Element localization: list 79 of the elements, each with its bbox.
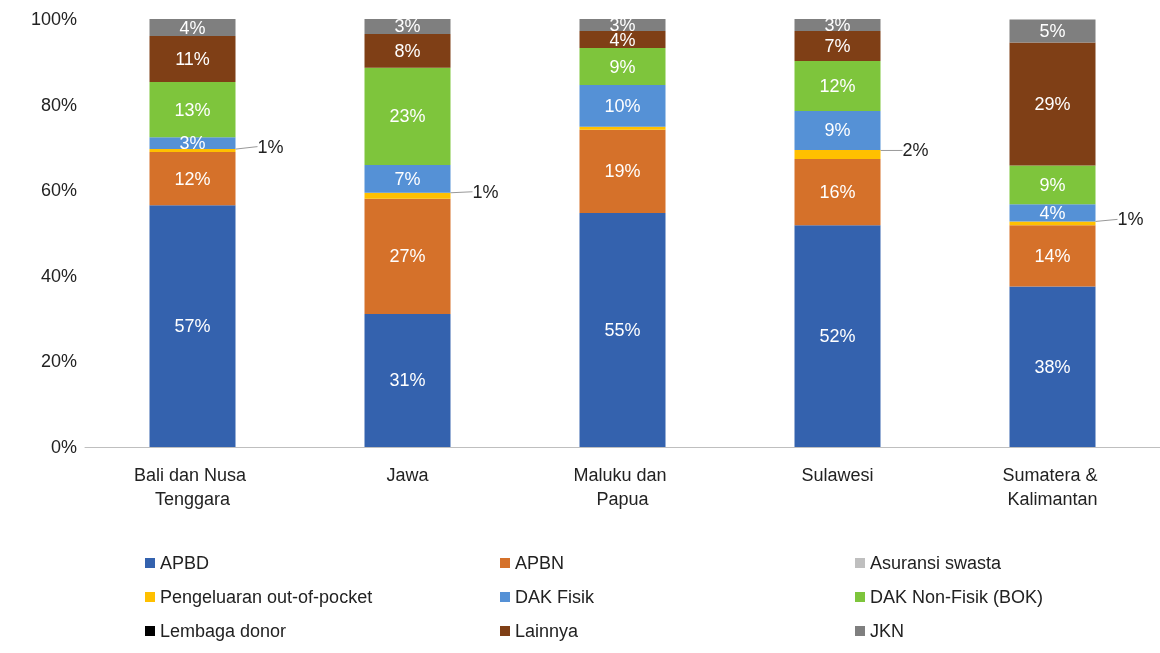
x-tick-label: Jawa: [386, 465, 430, 485]
legend-label: Lainnya: [515, 621, 580, 641]
bar: [579, 48, 666, 85]
y-tick-label: 80%: [40, 94, 77, 115]
bar: [364, 313, 451, 447]
data-label: 3%: [179, 133, 206, 154]
data-label: 29%: [1034, 93, 1071, 114]
data-label: 16%: [819, 182, 856, 203]
data-label: 4%: [1039, 202, 1066, 223]
bar: [579, 126, 666, 130]
data-label: 1%: [257, 136, 284, 157]
bar: [149, 152, 236, 206]
x-tick-label: Sulawesi: [801, 465, 874, 485]
y-tick-label: 40%: [40, 265, 77, 286]
y-tick-label: 0%: [50, 437, 77, 457]
y-tick-label: 100%: [30, 9, 77, 29]
x-tick-label: Sumatera & Kalimantan: [1002, 465, 1103, 509]
data-label: 31%: [389, 370, 426, 391]
data-label: 7%: [394, 168, 421, 189]
data-label: 52%: [819, 326, 856, 347]
bar: [1009, 165, 1096, 205]
bar: [364, 198, 451, 314]
bar: [1009, 19, 1096, 43]
data-label: 2%: [902, 140, 929, 161]
x-tick-label: Maluku dan Papua: [573, 465, 672, 509]
bar: [1009, 225, 1096, 287]
bar: [364, 33, 451, 68]
bar: [149, 149, 236, 153]
legend-label: APBN: [515, 553, 565, 573]
bar: [364, 192, 451, 199]
data-label: 9%: [1039, 174, 1066, 195]
data-label: 9%: [824, 120, 851, 141]
data-label: 13%: [174, 99, 211, 120]
data-label: 55%: [604, 319, 641, 340]
legend-label: DAK Non-Fisik (BOK): [870, 587, 1044, 607]
bar: [794, 111, 881, 150]
data-label: 8%: [394, 40, 421, 61]
bar: [149, 36, 236, 82]
bar: [1009, 42, 1096, 166]
bar: [794, 30, 881, 61]
data-label: 38%: [1034, 356, 1071, 377]
legend-label: Pengeluaran out-of-pocket: [160, 587, 373, 607]
bar: [579, 212, 666, 447]
data-label: 1%: [1117, 209, 1144, 230]
legend-label: JKN: [870, 621, 905, 641]
data-label: 57%: [174, 316, 211, 337]
legend-label: APBD: [160, 553, 210, 573]
bar: [1009, 286, 1096, 447]
y-tick-label: 20%: [40, 351, 77, 372]
x-tick-label: Bali dan Nusa Tenggara: [133, 465, 252, 509]
data-label: 11%: [175, 49, 210, 70]
bar: [794, 225, 881, 447]
data-label: 3%: [394, 16, 421, 37]
bar: [579, 84, 666, 127]
data-label: 23%: [389, 106, 426, 127]
bar: [794, 60, 881, 112]
data-label: 4%: [179, 17, 206, 38]
bar: [364, 67, 451, 165]
data-label: 27%: [389, 246, 426, 267]
data-label: 12%: [174, 168, 211, 189]
y-tick-label: 60%: [40, 180, 77, 201]
bar: [149, 205, 236, 447]
bar: [794, 158, 881, 226]
data-label: 7%: [824, 35, 851, 56]
bar: [149, 81, 236, 138]
data-label: 1%: [472, 181, 499, 202]
legend-label: Asuransi swasta: [870, 553, 1003, 573]
legend-label: Lembaga donor: [160, 621, 287, 641]
bar: [1009, 221, 1096, 226]
bar: [794, 149, 881, 159]
data-label: 10%: [604, 95, 641, 116]
data-label: 12%: [819, 75, 856, 96]
bar: [579, 129, 666, 213]
data-label: 19%: [604, 161, 641, 182]
data-label: 9%: [609, 56, 636, 77]
bar: [364, 164, 451, 193]
data-label: 5%: [1039, 20, 1066, 41]
legend-label: DAK Fisik: [515, 587, 595, 607]
data-label: 14%: [1034, 245, 1071, 266]
